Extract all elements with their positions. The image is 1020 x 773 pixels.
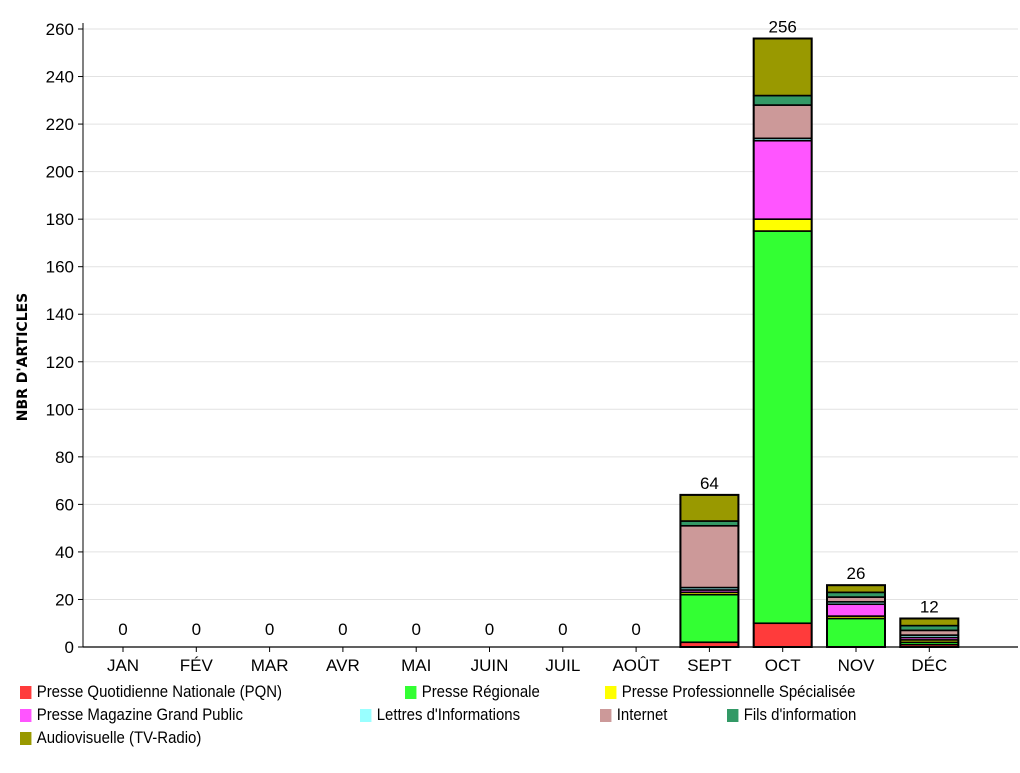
- legend-item: Audiovisuelle (TV-Radio): [20, 728, 201, 748]
- y-tick-label: 120: [46, 353, 74, 372]
- y-axis-label: NBR D'ARTICLES: [15, 293, 31, 422]
- bar-total-label: 26: [847, 564, 866, 583]
- legend-item: Internet: [600, 705, 667, 725]
- bar-segment: [679, 494, 740, 522]
- x-tick-label: MAI: [401, 656, 431, 675]
- bar-total-label: 0: [338, 620, 347, 639]
- bar-segment: [899, 617, 960, 627]
- legend-swatch: [600, 708, 612, 722]
- y-tick-label: 260: [46, 20, 74, 39]
- x-axis: JAN FÉV MAR AVR MAI JUIN JUIL AOÛT SEPT OCT NOV DÉC: [83, 646, 1018, 675]
- x-tick-label: NOV: [838, 656, 876, 675]
- y-tick-label: 20: [55, 590, 74, 609]
- bar-total-label: 0: [411, 620, 420, 639]
- x-tick-label: AOÛT: [612, 656, 659, 675]
- bar-segment: [752, 218, 813, 232]
- y-tick-label: 180: [46, 210, 74, 229]
- legend-swatch: [727, 708, 739, 722]
- y-tick-label: 100: [46, 400, 74, 419]
- legend-swatch: [20, 685, 32, 699]
- x-tick-label: JAN: [107, 656, 139, 675]
- bar-segment: [679, 593, 740, 644]
- legend-label: Fils d'information: [743, 705, 857, 724]
- bar-segment: [752, 37, 813, 97]
- x-tick-label: JUIL: [545, 656, 580, 675]
- legend-label: Internet: [616, 705, 668, 724]
- bar-segment: [752, 104, 813, 140]
- bar-total-label: 64: [700, 474, 719, 493]
- bar-total-label: 0: [192, 620, 201, 639]
- bars: [679, 37, 960, 649]
- bar-total-label: 0: [485, 620, 494, 639]
- bar-total-label: 256: [769, 18, 797, 37]
- bar-segment: [752, 622, 813, 648]
- bar-segment: [826, 584, 886, 594]
- bar-segment: [752, 230, 813, 625]
- bar-total-label: 0: [265, 620, 274, 639]
- legend-label: Presse Professionnelle Spécialisée: [621, 682, 856, 701]
- bar-segment: [752, 94, 813, 106]
- gridlines: [83, 28, 1018, 600]
- y-tick-label: 160: [46, 258, 74, 277]
- legend-item: Presse Professionnelle Spécialisée: [605, 682, 855, 702]
- y-tick-label: 200: [46, 163, 74, 182]
- x-tick-label: JUIN: [471, 656, 509, 675]
- y-tick-label: 60: [55, 495, 74, 514]
- bar-total-label: 12: [920, 597, 939, 616]
- x-tick-label: FÉV: [180, 656, 214, 675]
- x-tick-label: SEPT: [687, 656, 731, 675]
- bar-total-label: 0: [558, 620, 567, 639]
- legend-item: Presse Magazine Grand Public: [20, 705, 243, 725]
- legend-label: Presse Quotidienne Nationale (PQN): [36, 682, 283, 701]
- legend-swatch: [405, 685, 417, 699]
- y-tick-label: 240: [46, 68, 74, 87]
- x-tick-label: DÉC: [911, 656, 947, 675]
- legend-swatch: [20, 731, 32, 745]
- legend-item: Lettres d'Informations: [360, 705, 520, 725]
- y-tick-label: 0: [65, 638, 74, 657]
- y-tick-label: 220: [46, 115, 74, 134]
- x-tick-label: OCT: [765, 656, 801, 675]
- legend-swatch: [360, 708, 372, 722]
- bar-segment: [752, 139, 813, 220]
- y-tick-label: 80: [55, 448, 74, 467]
- legend-label: Lettres d'Informations: [376, 705, 521, 724]
- bar-segment: [826, 617, 886, 648]
- bar-segment: [826, 603, 886, 617]
- legend-label: Presse Régionale: [421, 682, 540, 701]
- legend-label: Audiovisuelle (TV-Radio): [36, 728, 202, 747]
- y-tick-label: 40: [55, 543, 74, 562]
- bar-total-label: 0: [118, 620, 127, 639]
- legend-swatch: [605, 685, 617, 699]
- legend-item: Fils d'information: [727, 705, 856, 725]
- bar-totals: 0 0 0 0 0 0 0 0 64 256 26 12: [118, 18, 938, 639]
- bar-segment: [679, 524, 740, 589]
- bar-total-label: 0: [631, 620, 640, 639]
- legend-label: Presse Magazine Grand Public: [36, 705, 243, 724]
- y-tick-label: 140: [46, 305, 74, 324]
- legend-item: Presse Régionale: [405, 682, 540, 702]
- y-axis: 0 20 40 60 80 100 120 140 160 180 200 220 240 260: [46, 20, 84, 657]
- legend-swatch: [20, 708, 32, 722]
- x-tick-label: AVR: [326, 656, 360, 675]
- legend-item: Presse Quotidienne Nationale (PQN): [20, 682, 282, 702]
- x-tick-label: MAR: [251, 656, 289, 675]
